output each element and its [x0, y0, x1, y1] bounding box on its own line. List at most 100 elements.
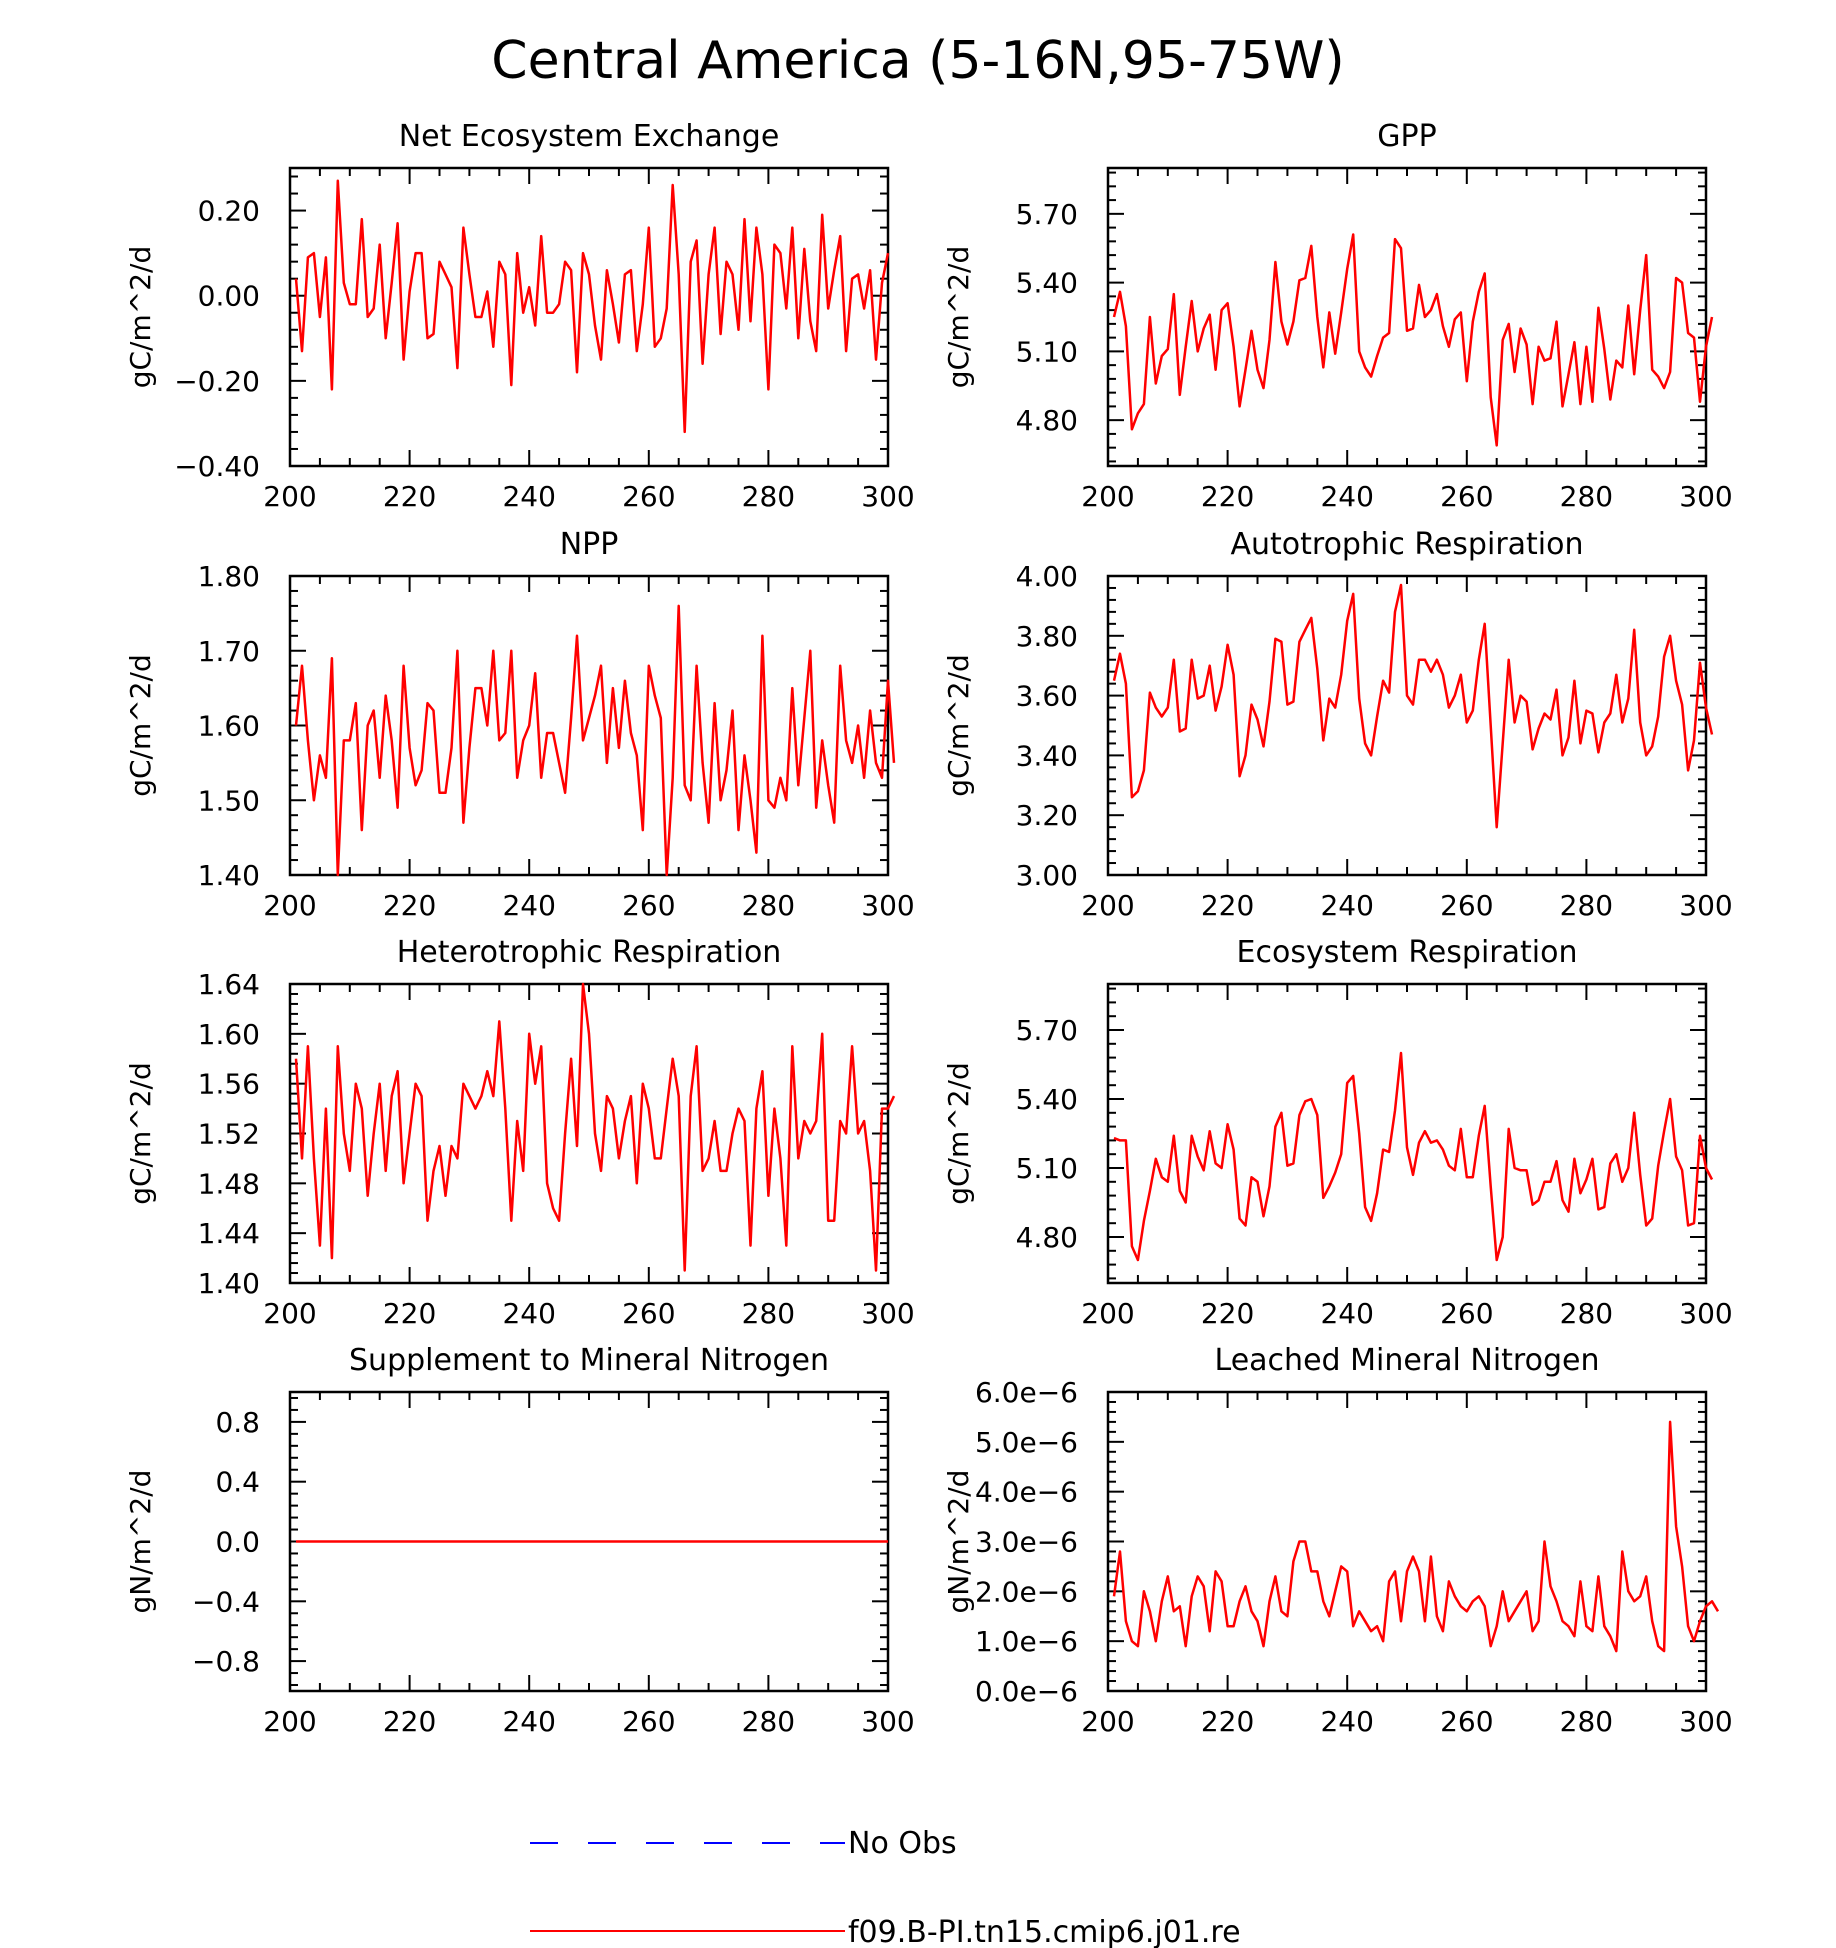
y-tick-label: 3.20 — [1016, 799, 1078, 832]
x-tick-label: 240 — [1320, 480, 1373, 513]
x-tick-label: 300 — [861, 480, 914, 513]
y-tick-label: 0.20 — [198, 195, 260, 228]
plot-frame — [1106, 166, 1708, 468]
series-line — [1112, 583, 1714, 829]
x-tick-label: 220 — [1201, 480, 1254, 513]
panel-title: Ecosystem Respiration — [1237, 935, 1578, 970]
y-tick-label: 1.60 — [198, 1018, 260, 1051]
y-tick-label: 5.70 — [1016, 198, 1078, 231]
y-tick-label: 5.10 — [1016, 1152, 1078, 1185]
chart-panel-7: Supplement to Mineral Nitrogen gN/m^2/d 20… — [124, 1343, 915, 1738]
x-tick-label: 220 — [383, 1705, 436, 1738]
y-tick-label: 1.48 — [198, 1167, 260, 1200]
y-tick-label: 5.70 — [1016, 1014, 1078, 1047]
y-tick-label: 1.0e−6 — [975, 1625, 1078, 1658]
panel-title: Supplement to Mineral Nitrogen — [349, 1343, 829, 1378]
x-tick-label: 280 — [1560, 1705, 1613, 1738]
x-tick-label: 220 — [383, 480, 436, 513]
y-tick-label: 0.0e−6 — [975, 1675, 1078, 1708]
y-tick-label: 0.8 — [215, 1406, 260, 1439]
y-tick-label: 5.10 — [1016, 335, 1078, 368]
x-tick-label: 200 — [1081, 480, 1134, 513]
y-tick-label: 5.0e−6 — [975, 1426, 1078, 1459]
plot-frame — [1106, 574, 1708, 877]
plot-frame — [288, 574, 890, 877]
x-tick-label: 220 — [383, 1297, 436, 1330]
y-tick-label: 0.0 — [215, 1526, 260, 1559]
x-tick-label: 300 — [1679, 889, 1732, 922]
x-tick-label: 220 — [1201, 1297, 1254, 1330]
series-line — [294, 179, 890, 434]
x-tick-label: 280 — [1560, 1297, 1613, 1330]
x-tick-label: 240 — [502, 889, 555, 922]
y-axis-label: gC/m^2/d — [124, 246, 157, 389]
x-tick-label: 220 — [383, 889, 436, 922]
x-tick-label: 280 — [742, 480, 795, 513]
x-tick-label: 240 — [1320, 1705, 1373, 1738]
chart-panel-5: Heterotrophic Respiration gC/m^2/d 200 220 2… — [124, 935, 915, 1330]
y-tick-label: 5.40 — [1016, 267, 1078, 300]
y-tick-label: 1.80 — [198, 560, 260, 593]
x-tick-label: 300 — [1679, 1297, 1732, 1330]
y-tick-label: 1.56 — [198, 1068, 260, 1101]
y-tick-label: −0.40 — [174, 450, 260, 483]
y-axis-label: gC/m^2/d — [942, 1062, 975, 1205]
series-line — [1112, 233, 1714, 447]
x-tick-label: 200 — [1081, 889, 1134, 922]
chart-panel-2: GPP gC/m^2/d 200 220 240 260 280 300 4.80 5.10 5.4… — [942, 119, 1733, 513]
y-tick-label: −0.8 — [192, 1645, 260, 1678]
y-axis-label: gC/m^2/d — [124, 1062, 157, 1205]
panel-title: Net Ecosystem Exchange — [399, 119, 780, 154]
y-tick-label: 4.80 — [1016, 404, 1078, 437]
y-tick-label: 1.52 — [198, 1118, 260, 1151]
x-tick-label: 280 — [1560, 480, 1613, 513]
x-tick-label: 300 — [861, 1297, 914, 1330]
chart-panel-6: Ecosystem Respiration gC/m^2/d 200 220 240 26… — [942, 935, 1733, 1330]
y-tick-label: 0.00 — [198, 280, 260, 313]
legend-no-obs-label: No Obs — [848, 1826, 957, 1861]
plot-frame — [1106, 1390, 1708, 1693]
y-tick-label: 4.0e−6 — [975, 1476, 1078, 1509]
series-line — [1112, 1420, 1720, 1653]
panel-title: Heterotrophic Respiration — [397, 935, 782, 970]
x-tick-label: 240 — [502, 1705, 555, 1738]
y-tick-label: 1.40 — [198, 1267, 260, 1300]
y-tick-label: 1.60 — [198, 710, 260, 743]
y-tick-label: 6.0e−6 — [975, 1376, 1078, 1409]
y-tick-label: 3.00 — [1016, 859, 1078, 892]
series-line — [1113, 1051, 1714, 1262]
x-tick-label: 300 — [1679, 480, 1732, 513]
panel-title: Autotrophic Respiration — [1230, 527, 1583, 562]
x-tick-label: 240 — [1320, 889, 1373, 922]
x-tick-label: 200 — [263, 889, 316, 922]
y-tick-label: 5.40 — [1016, 1083, 1078, 1116]
chart-panel-4: Autotrophic Respiration gC/m^2/d 200 220 240… — [942, 527, 1733, 922]
legend-model-label: f09.B-PI.tn15.cmip6.j01.re — [848, 1915, 1241, 1948]
x-tick-label: 260 — [1440, 1705, 1493, 1738]
chart-panel-8: Leached Mineral Nitrogen gN/m^2/d 200 220 24… — [942, 1343, 1733, 1738]
y-tick-label: 4.80 — [1016, 1221, 1078, 1254]
x-tick-label: 200 — [1081, 1297, 1134, 1330]
y-tick-label: −0.4 — [192, 1585, 260, 1618]
plot-frame — [288, 166, 890, 468]
panel-title: GPP — [1377, 119, 1436, 154]
y-tick-label: 1.50 — [198, 784, 260, 817]
x-tick-label: 200 — [1081, 1705, 1134, 1738]
x-tick-label: 260 — [1440, 480, 1493, 513]
y-tick-label: 2.0e−6 — [975, 1575, 1078, 1608]
y-tick-label: 3.80 — [1016, 620, 1078, 653]
x-tick-label: 260 — [622, 889, 675, 922]
chart-panel-3: NPP gC/m^2/d 200 220 240 260 280 300 1.40 1.50 1.6… — [124, 527, 915, 922]
x-tick-label: 260 — [1440, 1297, 1493, 1330]
series-line — [294, 982, 896, 1272]
y-axis-label: gC/m^2/d — [942, 246, 975, 389]
y-axis-label: gN/m^2/d — [942, 1470, 975, 1614]
x-tick-label: 200 — [263, 480, 316, 513]
series-line — [294, 604, 896, 877]
y-tick-label: −0.20 — [174, 365, 260, 398]
x-tick-label: 280 — [742, 889, 795, 922]
x-tick-label: 280 — [1560, 889, 1613, 922]
y-tick-label: 3.0e−6 — [975, 1526, 1078, 1559]
x-tick-label: 240 — [502, 480, 555, 513]
x-tick-label: 260 — [1440, 889, 1493, 922]
